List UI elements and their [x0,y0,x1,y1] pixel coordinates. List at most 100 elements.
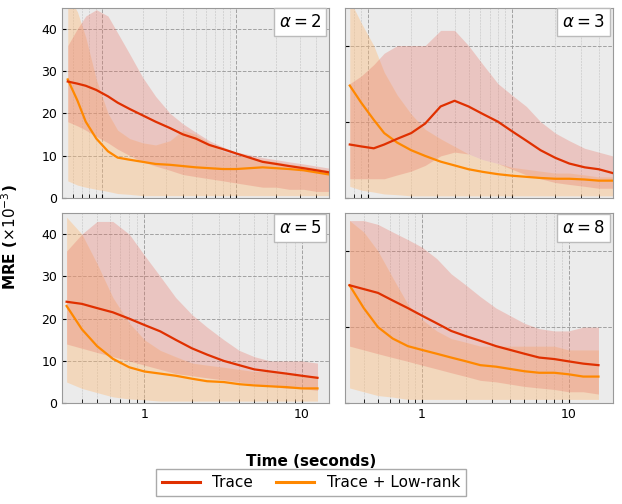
Trace [283,370,290,376]
Trace + Low-rank [285,166,293,172]
Trace [326,169,333,175]
Text: $\alpha = 2$: $\alpha = 2$ [279,13,322,31]
Trace + Low-rank [93,343,101,349]
Trace [114,100,121,106]
Trace [78,301,86,307]
Trace [300,165,307,171]
Trace + Low-rank [346,282,353,288]
Trace + Low-rank [251,383,258,389]
Trace [251,366,258,372]
Trace [232,150,239,156]
Trace [157,328,164,334]
Trace [64,79,72,85]
Trace [508,128,516,134]
Trace [109,309,116,316]
Trace + Low-rank [360,305,368,311]
Trace + Low-rank [404,343,412,349]
Trace [82,83,90,89]
Trace [462,333,470,339]
Trace + Low-rank [394,140,401,146]
Trace + Low-rank [419,347,426,353]
Trace + Low-rank [580,373,587,380]
Trace [595,166,603,172]
Trace [580,361,587,367]
Trace + Low-rank [157,370,164,376]
Trace [394,136,401,142]
Trace + Low-rank [93,136,100,142]
Trace [565,358,572,364]
Trace + Low-rank [506,366,514,372]
Trace [419,312,426,319]
Trace + Low-rank [313,386,321,392]
Trace + Low-rank [114,155,121,161]
Trace [259,159,266,165]
Trace [285,163,293,169]
Trace [404,305,412,311]
Trace + Low-rank [494,171,502,177]
Trace + Low-rank [536,370,543,376]
Trace + Low-rank [188,375,195,382]
Trace [407,130,415,136]
Trace [126,316,133,322]
Trace + Low-rank [346,83,353,89]
Trace + Low-rank [609,177,616,183]
Trace [537,147,544,153]
Line: Trace + Low-rank: Trace + Low-rank [67,306,317,389]
Trace + Low-rank [259,164,266,170]
Trace [73,81,81,87]
Trace [552,155,559,161]
Trace [141,322,148,328]
Trace + Low-rank [232,166,239,172]
Trace [192,136,200,142]
Trace + Low-rank [476,362,484,368]
Trace + Low-rank [521,368,528,374]
Trace [565,160,573,166]
Text: Time (seconds): Time (seconds) [246,454,376,469]
Trace [480,111,487,117]
Trace [493,343,500,349]
Line: Trace + Low-rank: Trace + Low-rank [350,285,598,376]
Trace [220,146,227,152]
Legend: Trace, Trace + Low-rank: Trace, Trace + Low-rank [156,469,466,496]
Trace [235,362,243,368]
Trace + Low-rank [104,148,112,154]
Trace [437,103,444,109]
Trace + Low-rank [266,383,274,389]
Trace + Low-rank [370,117,378,123]
Trace [179,132,187,138]
Text: MRE ($\times 10^{-3}$): MRE ($\times 10^{-3}$) [0,184,20,290]
Line: Trace: Trace [350,101,613,173]
Text: $\alpha = 5$: $\alpha = 5$ [279,219,322,237]
Trace [166,125,174,131]
Trace [550,356,558,362]
Trace [346,282,353,288]
Trace + Low-rank [78,326,86,332]
Text: $\alpha = 8$: $\alpha = 8$ [562,219,605,237]
Trace [205,142,213,148]
Line: Trace: Trace [68,82,330,172]
Line: Trace + Low-rank: Trace + Low-rank [350,86,613,180]
Trace + Low-rank [64,77,72,83]
Trace + Low-rank [166,162,174,168]
Trace [313,167,320,173]
Trace [433,320,440,326]
Trace + Low-rank [313,169,320,175]
Trace + Low-rank [73,98,81,104]
Trace + Low-rank [203,378,211,384]
Trace + Low-rank [389,336,396,342]
Trace + Low-rank [179,163,187,169]
Trace [522,138,530,144]
Trace [581,164,588,170]
Trace + Low-rank [595,373,602,380]
Trace [313,375,321,381]
Trace + Low-rank [550,370,558,376]
Trace [465,103,472,109]
Trace + Low-rank [246,165,253,171]
Trace + Low-rank [220,379,228,385]
Trace [360,286,368,292]
Trace [381,142,388,148]
Trace [172,337,179,343]
Trace [346,142,353,148]
Trace [152,118,159,124]
Trace + Low-rank [537,175,544,181]
